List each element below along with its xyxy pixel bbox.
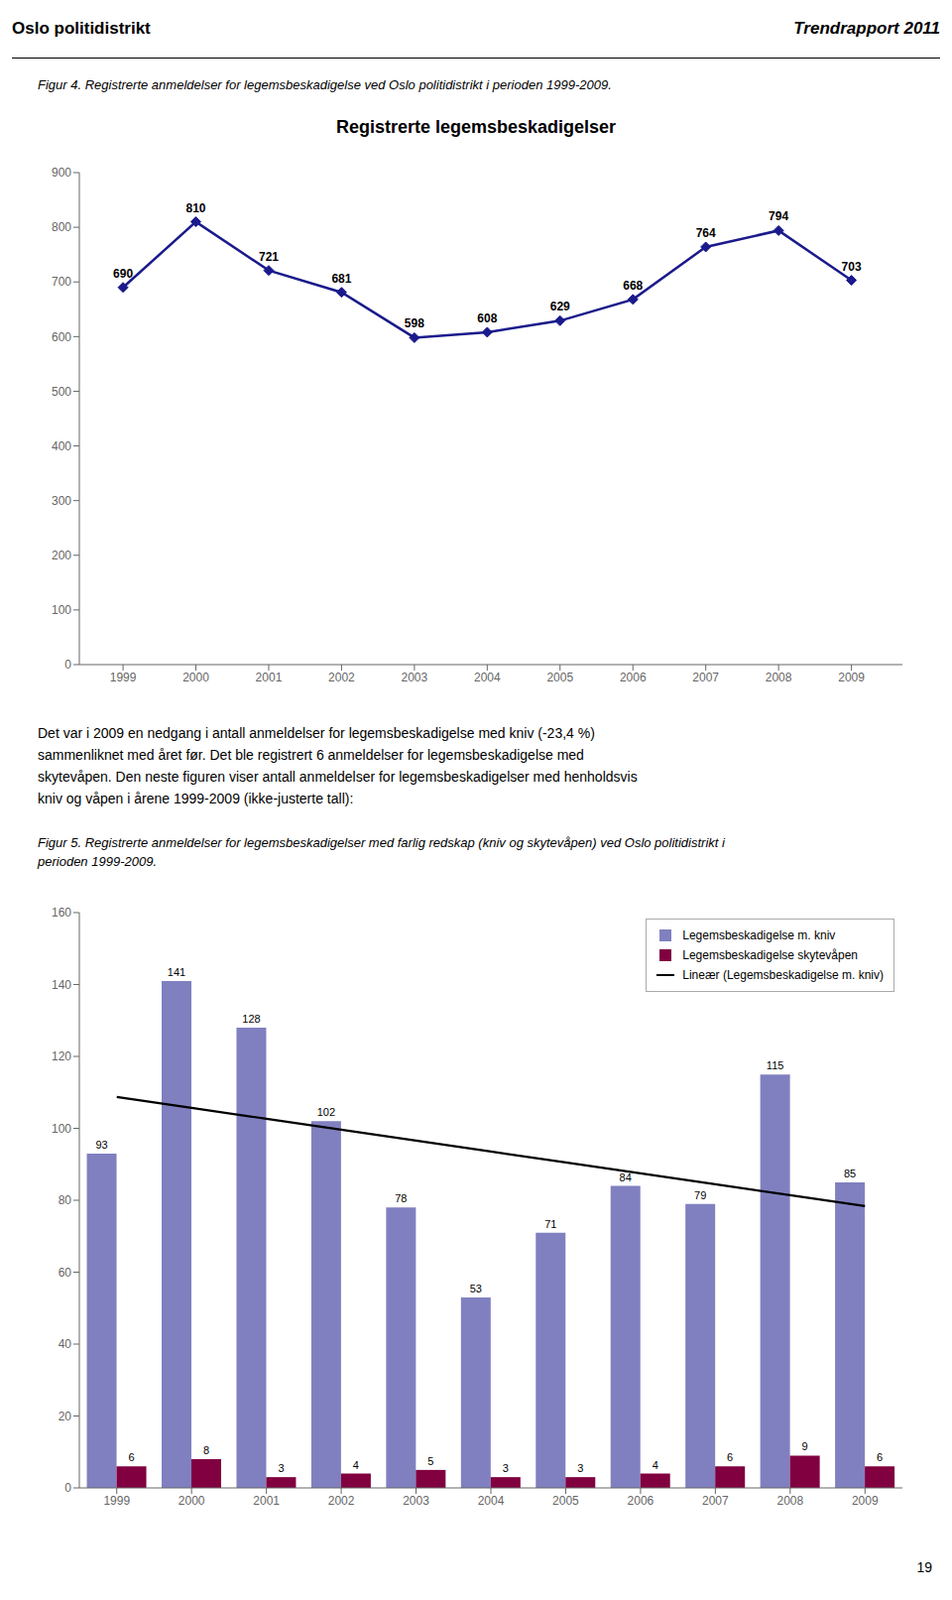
svg-text:1999: 1999 bbox=[110, 670, 137, 685]
svg-text:2004: 2004 bbox=[477, 1493, 505, 1508]
svg-text:2002: 2002 bbox=[328, 670, 356, 685]
html-text:Legemsbeskadigelse skytevåpen: Legemsbeskadigelse skytevåpen bbox=[682, 948, 858, 962]
svg-text:3: 3 bbox=[277, 1461, 284, 1474]
svg-text:3: 3 bbox=[577, 1461, 584, 1474]
svg-text:681: 681 bbox=[331, 271, 352, 286]
svg-text:20: 20 bbox=[58, 1409, 73, 1424]
svg-text:2001: 2001 bbox=[252, 1493, 280, 1508]
svg-text:300: 300 bbox=[51, 493, 72, 508]
svg-text:2006: 2006 bbox=[627, 1493, 655, 1508]
html-text:Figur 5. Registrerte anmeldels: Figur 5. Registrerte anmeldelser for leg… bbox=[37, 834, 725, 850]
svg-text:78: 78 bbox=[394, 1191, 407, 1204]
svg-text:115: 115 bbox=[766, 1059, 785, 1071]
svg-text:629: 629 bbox=[550, 299, 571, 314]
svg-text:500: 500 bbox=[51, 384, 72, 399]
svg-text:85: 85 bbox=[843, 1167, 856, 1180]
svg-text:703: 703 bbox=[841, 259, 862, 274]
svg-text:128: 128 bbox=[241, 1012, 260, 1025]
svg-text:102: 102 bbox=[317, 1105, 336, 1118]
html-text:sammenliknet med året før. Det: sammenliknet med året før. Det ble regis… bbox=[37, 746, 584, 763]
html-text:Lineær (Legemsbeskadigelse m.: Lineær (Legemsbeskadigelse m. kniv) bbox=[682, 967, 884, 982]
svg-text:71: 71 bbox=[544, 1217, 557, 1230]
svg-text:1999: 1999 bbox=[103, 1493, 130, 1508]
html-text:Legemsbeskadigelse m. kniv: Legemsbeskadigelse m. kniv bbox=[682, 928, 836, 943]
svg-text:900: 900 bbox=[51, 165, 72, 180]
svg-text:2005: 2005 bbox=[546, 670, 574, 685]
svg-text:2009: 2009 bbox=[851, 1493, 879, 1508]
svg-text:200: 200 bbox=[51, 548, 72, 563]
svg-text:160: 160 bbox=[51, 905, 72, 920]
svg-text:2005: 2005 bbox=[552, 1493, 580, 1508]
svg-text:2008: 2008 bbox=[776, 1493, 804, 1508]
svg-text:2007: 2007 bbox=[702, 1493, 729, 1508]
svg-text:53: 53 bbox=[470, 1282, 482, 1295]
svg-text:2003: 2003 bbox=[402, 1493, 430, 1508]
html-text:kniv og våpen i årene 1999-200: kniv og våpen i årene 1999-2009 (ikke-ju… bbox=[37, 790, 354, 807]
svg-text:2006: 2006 bbox=[619, 670, 647, 685]
svg-text:800: 800 bbox=[51, 220, 72, 235]
svg-text:0: 0 bbox=[64, 1480, 72, 1495]
svg-text:4: 4 bbox=[652, 1458, 659, 1471]
html-text:Figur 4. Registrerte anmeldels: Figur 4. Registrerte anmeldelser for leg… bbox=[37, 77, 612, 93]
html-text:19: 19 bbox=[916, 1558, 933, 1575]
svg-text:40: 40 bbox=[58, 1336, 73, 1351]
svg-text:6: 6 bbox=[726, 1450, 733, 1463]
svg-text:100: 100 bbox=[51, 1121, 72, 1136]
svg-text:2003: 2003 bbox=[401, 670, 429, 685]
svg-text:721: 721 bbox=[258, 249, 279, 264]
html-text:Det var i 2009 en nedgang i an: Det var i 2009 en nedgang i antall anmel… bbox=[37, 724, 595, 741]
html-text:Registrerte legemsbeskadigelse: Registrerte legemsbeskadigelser bbox=[336, 117, 616, 137]
html-text:Oslo politidistrikt: Oslo politidistrikt bbox=[11, 18, 151, 38]
svg-text:4: 4 bbox=[353, 1458, 359, 1471]
svg-text:2000: 2000 bbox=[182, 670, 210, 685]
svg-text:6: 6 bbox=[127, 1450, 134, 1463]
svg-text:2004: 2004 bbox=[474, 670, 501, 685]
svg-text:608: 608 bbox=[476, 311, 497, 326]
svg-text:600: 600 bbox=[51, 330, 72, 345]
svg-text:8: 8 bbox=[203, 1443, 210, 1456]
svg-text:140: 140 bbox=[51, 977, 72, 992]
svg-text:2001: 2001 bbox=[255, 670, 283, 685]
svg-text:120: 120 bbox=[51, 1049, 72, 1064]
svg-text:2009: 2009 bbox=[837, 670, 865, 685]
svg-text:80: 80 bbox=[58, 1192, 73, 1207]
svg-text:0: 0 bbox=[64, 657, 72, 672]
svg-text:2007: 2007 bbox=[692, 670, 719, 685]
svg-text:668: 668 bbox=[622, 278, 643, 293]
svg-text:100: 100 bbox=[51, 602, 72, 617]
svg-text:60: 60 bbox=[58, 1265, 73, 1280]
svg-text:141: 141 bbox=[167, 965, 186, 978]
svg-text:84: 84 bbox=[619, 1171, 632, 1184]
svg-text:5: 5 bbox=[427, 1454, 434, 1467]
svg-text:79: 79 bbox=[694, 1189, 707, 1201]
svg-text:2000: 2000 bbox=[178, 1493, 206, 1508]
svg-text:810: 810 bbox=[186, 201, 207, 216]
html-text:skytevåpen. Den neste figuren: skytevåpen. Den neste figuren viser anta… bbox=[37, 768, 638, 785]
svg-text:2008: 2008 bbox=[765, 670, 793, 685]
html-text:Trendrapport 2011: Trendrapport 2011 bbox=[793, 18, 941, 38]
svg-text:9: 9 bbox=[802, 1439, 809, 1452]
svg-text:400: 400 bbox=[51, 439, 72, 454]
svg-text:700: 700 bbox=[51, 274, 72, 289]
svg-text:6: 6 bbox=[876, 1450, 883, 1463]
svg-text:794: 794 bbox=[768, 209, 789, 224]
svg-text:2002: 2002 bbox=[328, 1493, 356, 1508]
svg-text:3: 3 bbox=[502, 1461, 509, 1474]
svg-text:598: 598 bbox=[404, 316, 425, 331]
html-text:perioden 1999-2009.: perioden 1999-2009. bbox=[37, 853, 157, 869]
svg-text:690: 690 bbox=[113, 266, 133, 281]
svg-text:764: 764 bbox=[696, 226, 716, 240]
svg-text:93: 93 bbox=[95, 1138, 108, 1151]
